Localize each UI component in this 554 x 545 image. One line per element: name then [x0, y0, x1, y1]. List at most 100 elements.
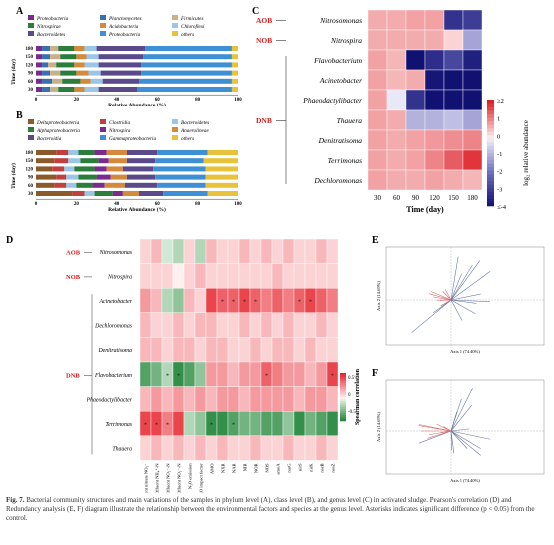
panel-a-bar-segment: [98, 87, 137, 92]
heatmap-c-colorbar-step: [487, 110, 494, 115]
heatmap-d-cell: [161, 312, 174, 338]
heatmap-d-cell: [216, 263, 229, 289]
panel-b-xtick: 40: [114, 202, 120, 207]
heatmap-c-cell: [367, 109, 388, 131]
heatmap-d-genus-label: Thauera: [112, 447, 132, 453]
rda-f-species-arrow: [428, 430, 452, 436]
panel-a-bar-segment: [145, 46, 232, 51]
panel-a-bar-segment: [42, 87, 51, 92]
heatmap-d-cell: [326, 435, 339, 461]
panel-b-bar-segment: [122, 191, 140, 196]
heatmap-c-cell: [462, 29, 483, 51]
rda-e-frame: [385, 246, 545, 346]
rda-e-env-arrow: [450, 256, 459, 301]
heatmap-d-cell: [139, 337, 152, 363]
heatmap-d-significance-star: *: [155, 423, 158, 429]
panel-b-bar-segment: [56, 150, 69, 155]
heatmap-d-cell: [139, 312, 152, 338]
panel-b-xtick: 0: [35, 202, 38, 207]
heatmap-d-factor-label: N₂O emission: [188, 463, 193, 489]
heatmap-d-cell: [172, 238, 185, 264]
heatmap-d-factor-label: Effluent NH₄⁺-N: [155, 463, 160, 493]
heatmap-d-group-label: AOB: [66, 249, 81, 256]
heatmap-d-cell: [150, 288, 163, 314]
heatmap-c-genus-label: Terrimonas: [328, 156, 362, 165]
panel-a-bar-segment: [74, 87, 85, 92]
heatmap-d-significance-star: *: [265, 373, 268, 379]
panel-b-bar-segment: [96, 174, 111, 180]
heatmap-c-colorbar-step: [487, 174, 494, 179]
panel-b-bar-segment: [155, 174, 206, 180]
rda-f-species-arrow: [418, 424, 452, 432]
panel-b-bar-segment: [153, 166, 206, 172]
heatmap-c-cell: [443, 109, 464, 131]
heatmap-d-group-label: DNB: [66, 372, 80, 379]
heatmap-d-cell: [260, 288, 273, 314]
panel-b-xtick: 100: [234, 202, 242, 207]
heatmap-d-cell: [216, 238, 229, 264]
heatmap-d-significance-star: *: [309, 300, 312, 306]
panel-a-xtick: 20: [74, 98, 80, 103]
heatmap-d-cell: [172, 386, 185, 412]
heatmap-d-cell: [161, 337, 174, 363]
heatmap-d-factor-label: nosZ: [331, 463, 336, 472]
heatmap-d-cell: [139, 361, 152, 387]
heatmap-c-cell: [424, 49, 445, 71]
panel-b: B Deltaproteobacteria Clostridia Bacteroid…: [10, 110, 242, 213]
heatmap-d-colorbar-step: [340, 383, 346, 386]
rda-e-env-arrow: [450, 273, 462, 301]
heatmap-d-colorbar-step: [340, 417, 346, 420]
heatmap-c-colorbar-tick: -1: [497, 151, 502, 158]
panel-b-bar-segment: [72, 191, 85, 196]
panel-a-bar-segment: [86, 54, 99, 60]
panel-b-bar-segment: [124, 182, 158, 188]
heatmap-d-cell: [139, 386, 152, 412]
heatmap-d-cell: [249, 410, 262, 436]
panel-a-legend-label: Firmicutes: [180, 16, 203, 22]
panel-b-bar-segment: [36, 182, 55, 188]
heatmap-c-colorbar-step: [487, 188, 494, 193]
heatmap-d-cell: [271, 361, 284, 387]
heatmap-d-cell: [216, 312, 229, 338]
heatmap-d-cell: [293, 386, 306, 412]
heatmap-d-cell: [315, 410, 328, 436]
panel-b-bar-segment: [36, 174, 57, 180]
panel-a-bar-segment: [80, 78, 91, 84]
heatmap-d-cell: [271, 288, 284, 314]
panel-a-bar-segment: [137, 87, 232, 92]
heatmap-c-colorbar-tick: -3: [497, 186, 502, 193]
heatmap-d-cell: [304, 410, 317, 436]
panel-a-legend-label: others: [181, 32, 194, 38]
heatmap-c-colorbar-step: [487, 198, 494, 203]
panel-a-bar-segment: [36, 46, 43, 51]
panel-a-bar-segment: [100, 70, 142, 76]
panel-a: A Proteobacteria Planctomycetes Firmicutes…: [10, 6, 242, 106]
panel-f: F Axis 1 (74.40%) Axis 2 (14.69%): [372, 368, 545, 483]
rda-f-env-arrow: [450, 430, 481, 456]
rda-f-env-arrow: [450, 430, 455, 454]
heatmap-d-cell: [216, 435, 229, 461]
heatmap-d-factor-label: narG: [287, 463, 292, 473]
heatmap-c-cell: [367, 89, 388, 111]
heatmap-d-cell: [293, 238, 306, 264]
panel-letter-d: D: [6, 235, 13, 246]
heatmap-c-colorbar-step: [487, 156, 494, 161]
heatmap-c-group-label: NOB: [256, 36, 272, 45]
heatmap-c-cell: [367, 149, 388, 171]
heatmap-d-significance-star: *: [144, 423, 147, 429]
heatmap-d-cell: [172, 312, 185, 338]
heatmap-d-cell: [205, 361, 218, 387]
panel-b-bar-segment: [157, 182, 206, 188]
heatmap-c-cell: [462, 129, 483, 151]
heatmap-c-cell: [462, 149, 483, 171]
heatmap-c-colorbar-step: [487, 149, 494, 154]
heatmap-c-colorbar-step: [487, 128, 494, 133]
heatmap-d-cell: [282, 386, 295, 412]
heatmap-c-colorbar-step: [487, 160, 494, 164]
heatmap-d-colorbar-step: [340, 411, 346, 414]
heatmap-c-genus-label: Acinetobacter: [319, 76, 362, 85]
rda-e-species-arrow: [428, 293, 452, 301]
heatmap-d-cell: [304, 238, 317, 264]
rda-f-env-arrow: [450, 430, 481, 449]
heatmap-c-cell: [405, 129, 426, 151]
